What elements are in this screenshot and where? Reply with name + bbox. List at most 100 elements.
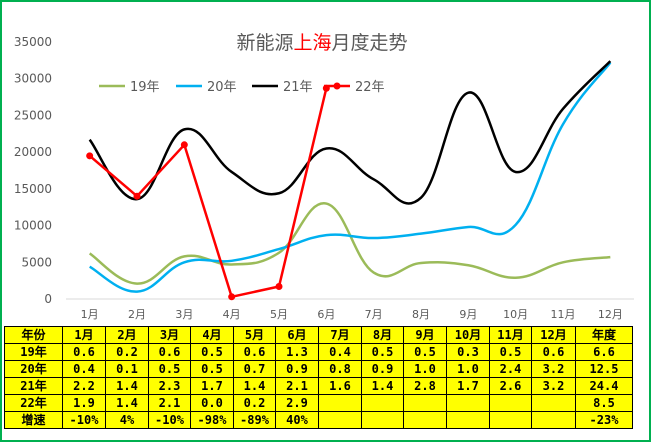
table-cell: 0.4 xyxy=(62,360,106,378)
table-header-cell: 4月 xyxy=(190,326,234,344)
legend-label: 22年 xyxy=(355,80,385,95)
table-cell: 1.7 xyxy=(446,377,490,395)
table-row-label: 19年 xyxy=(4,343,63,361)
x-tick-label: 12月 xyxy=(598,308,623,321)
table-cell: 0.1 xyxy=(105,360,149,378)
table-cell: 1.0 xyxy=(403,360,447,378)
table-header-cell: 11月 xyxy=(489,326,532,344)
table-header-cell: 9月 xyxy=(403,326,447,344)
table-cell: 1.7 xyxy=(190,377,234,395)
table-cell xyxy=(446,411,490,429)
y-tick-label: 25000 xyxy=(14,108,52,122)
table-cell: 1.0 xyxy=(446,360,490,378)
y-tick-label: 15000 xyxy=(14,182,52,196)
table-header-cell: 10月 xyxy=(446,326,490,344)
x-tick-label: 11月 xyxy=(551,308,576,321)
table-cell xyxy=(361,394,404,412)
series-point xyxy=(133,192,141,200)
x-tick-label: 8月 xyxy=(412,308,430,321)
chart-svg: 新能源上海月度走势 0 5000 10000 15000 20000 25000 30000… xyxy=(14,32,634,321)
table-header-cell: 12月 xyxy=(531,326,576,344)
table-cell: 1.4 xyxy=(105,394,149,412)
data-table: 年份 1月 2月 3月 4月 5月 6月 7月 8月 9月 10月 11月 12月 年度 19年 0.6 0.2… xyxy=(4,326,633,429)
table-cell: 2.2 xyxy=(62,377,106,395)
table-cell: 24.4 xyxy=(575,377,633,395)
series-point xyxy=(275,283,283,291)
y-tick-label: 30000 xyxy=(14,72,52,86)
table-cell: 0.3 xyxy=(446,343,490,361)
table-row: 增速 -10% 4% -10% -98% -89% 40% -23% xyxy=(4,411,633,429)
table-cell: 0.8 xyxy=(318,360,362,378)
legend-label: 20年 xyxy=(207,80,237,95)
table-cell: 6.6 xyxy=(575,343,633,361)
table-cell: 1.6 xyxy=(318,377,362,395)
x-tick-label: 6月 xyxy=(317,308,335,321)
table-cell: -10% xyxy=(62,411,106,429)
table-cell: 2.6 xyxy=(489,377,532,395)
legend-marker xyxy=(333,82,341,90)
y-axis: 0 5000 10000 15000 20000 25000 30000 35000 xyxy=(14,35,52,306)
table-cell: -98% xyxy=(190,411,234,429)
series-layer xyxy=(86,60,612,301)
series-line-2 xyxy=(89,61,612,293)
series-line-4 xyxy=(88,87,328,299)
chart-title-part-3: 月度走势 xyxy=(332,32,408,54)
table-header-row: 年份 1月 2月 3月 4月 5月 6月 7月 8月 9月 10月 11月 12月 年度 xyxy=(4,326,633,344)
table-cell: 3.2 xyxy=(531,377,576,395)
table-cell: 1.3 xyxy=(275,343,319,361)
y-tick-label: 35000 xyxy=(14,35,52,49)
table-cell: 0.5 xyxy=(361,343,404,361)
table-cell: 2.1 xyxy=(148,394,191,412)
legend: 19年 20年 21年 22年 xyxy=(99,80,385,95)
table-cell: 2.1 xyxy=(275,377,319,395)
table-row-label: 22年 xyxy=(4,394,63,412)
table-row-label: 20年 xyxy=(4,360,63,378)
table-cell: 2.3 xyxy=(148,377,191,395)
table-cell: 40% xyxy=(275,411,319,429)
table-cell: 3.2 xyxy=(531,360,576,378)
table-cell: 1.4 xyxy=(361,377,404,395)
chart-title-part-1: 新能源 xyxy=(236,32,293,54)
table-header-cell: 3月 xyxy=(148,326,191,344)
table-header-cell: 6月 xyxy=(275,326,319,344)
table-cell xyxy=(489,411,532,429)
table-row: 19年 0.6 0.2 0.6 0.5 0.6 1.3 0.4 0.5 0.5 0.3 0.5 0.6 6… xyxy=(4,343,633,361)
x-tick-label: 2月 xyxy=(128,308,146,321)
table-cell xyxy=(489,394,532,412)
legend-label: 19年 xyxy=(130,80,160,95)
table-cell: 8.5 xyxy=(575,394,633,412)
table-cell: 1.4 xyxy=(105,377,149,395)
table-cell: 2.4 xyxy=(489,360,532,378)
x-tick-label: 1月 xyxy=(81,308,99,321)
table-cell: -89% xyxy=(233,411,276,429)
table-cell: 0.6 xyxy=(148,343,191,361)
table-cell xyxy=(531,394,576,412)
table-cell: 0.4 xyxy=(318,343,362,361)
table-cell: 1.9 xyxy=(62,394,106,412)
series-point xyxy=(228,293,236,301)
table-row-label: 21年 xyxy=(4,377,63,395)
chart-title-highlight: 上海 xyxy=(293,32,331,54)
line-chart: 新能源上海月度走势 0 5000 10000 15000 20000 25000 30000… xyxy=(4,4,650,326)
table-cell: -10% xyxy=(148,411,191,429)
x-tick-label: 5月 xyxy=(270,308,288,321)
table-cell: 0.2 xyxy=(233,394,276,412)
x-tick-label: 10月 xyxy=(503,308,528,321)
table-cell: 0.6 xyxy=(233,343,276,361)
table-cell xyxy=(531,411,576,429)
x-tick-label: 7月 xyxy=(365,308,383,321)
table-cell: 1.4 xyxy=(233,377,276,395)
table-cell: -23% xyxy=(575,411,633,429)
table-row: 22年 1.9 1.4 2.1 0.0 0.2 2.9 8.5 xyxy=(4,394,633,412)
table-cell: 0.5 xyxy=(190,360,234,378)
y-tick-label: 10000 xyxy=(14,219,52,233)
table-cell xyxy=(403,394,447,412)
table-cell xyxy=(361,411,404,429)
table-cell: 0.6 xyxy=(62,343,106,361)
x-axis: 1月 2月 3月 4月 5月 6月 7月 8月 9月 10月 11月 12月 xyxy=(66,298,634,321)
series-point xyxy=(86,152,94,160)
legend-label: 21年 xyxy=(283,80,313,95)
table-header-cell: 2月 xyxy=(105,326,149,344)
table-cell: 0.9 xyxy=(275,360,319,378)
